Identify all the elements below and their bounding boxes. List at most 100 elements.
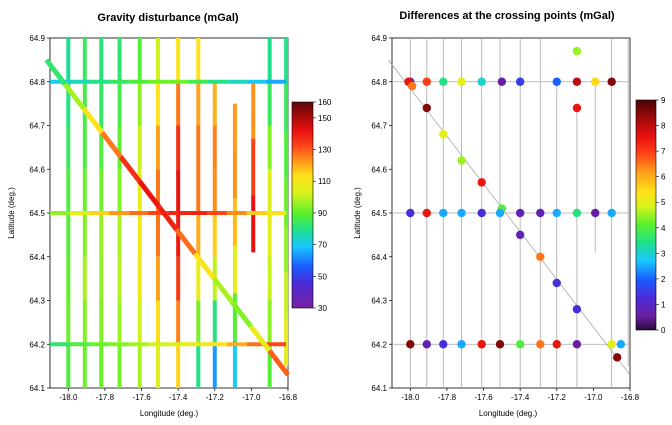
diagonal-track-segment: [248, 324, 272, 353]
colorbar-tick-label: 130: [318, 146, 332, 155]
diagonal-track-line: [388, 59, 631, 376]
colorbar-tick-label: 9: [661, 96, 666, 105]
crossing-point: [591, 208, 600, 218]
crossing-point: [439, 340, 448, 349]
crossing-point: [497, 77, 507, 86]
colorbar-tick-label: 8: [661, 122, 666, 131]
x-tick-label: -17.4: [169, 393, 188, 402]
crossing-point: [422, 103, 431, 113]
colorbar-tick-label: 6: [661, 173, 666, 182]
colorbar: [291, 101, 314, 309]
x-tick-label: -16.8: [279, 393, 298, 402]
diagonal-track-segment: [118, 155, 142, 183]
crossing-point: [591, 77, 600, 86]
y-tick-label: 64.3: [371, 297, 387, 306]
crossing-point: [477, 178, 486, 187]
diagonal-track-segment: [100, 131, 123, 159]
x-tick-labels: -18.0 -17.8 -17.6 -17.4 -17.2 -17.0 -16.8: [401, 388, 640, 402]
y-tick-label: 64.9: [29, 34, 45, 43]
y-tick-label: 64.6: [371, 165, 387, 174]
crossing-point: [422, 208, 431, 218]
colorbar-tick-label: 2: [661, 275, 666, 284]
colorbar-tick-label: 50: [318, 272, 327, 281]
colorbar-tick-label: 150: [318, 114, 332, 123]
diagonal-track-segment: [211, 276, 235, 304]
x-tick-label: -18.0: [401, 393, 420, 402]
y-tick-label: 64.7: [371, 122, 387, 131]
gravity-disturbance-panel: Gravity disturbance (mGal) -18.0 -17.8 -17…: [7, 12, 332, 418]
crossing-point: [536, 208, 545, 218]
y-tick-label: 64.7: [29, 122, 45, 131]
crossing-point: [457, 340, 466, 349]
diagonal-track-segment: [267, 349, 290, 377]
track-group: [44, 38, 290, 388]
x-tick-label: -17.4: [511, 393, 530, 402]
colorbar: [635, 99, 657, 331]
y-tick-labels: 64.1 64.2 64.3 64.4 64.5 64.6 64.7 64.8 64.9: [29, 34, 50, 393]
y-tick-label: 64.2: [29, 340, 45, 349]
y-tick-label: 64.2: [371, 340, 387, 349]
crossing-point: [407, 81, 417, 91]
crossing-point: [572, 77, 582, 86]
diagonal-track-segment: [81, 106, 105, 135]
y-tick-label: 64.1: [29, 384, 45, 393]
y-tick-label: 64.5: [371, 209, 387, 218]
x-tick-labels: -18.0 -17.8 -17.6 -17.4 -17.2 -17.0 -16.8: [59, 388, 298, 402]
crossing-point: [457, 77, 466, 86]
crossing-point: [612, 353, 622, 362]
colorbar-tick-labels: 30 50 70 90 110 130 150 160: [313, 98, 332, 313]
diagonal-track-segment: [193, 252, 216, 280]
crossing-point: [552, 208, 561, 218]
diagonal-track-segment: [155, 203, 179, 232]
x-tick-label: -17.0: [584, 393, 603, 402]
crossing-point: [607, 340, 616, 349]
crossing-point: [607, 208, 616, 218]
x-tick-label: -17.6: [132, 393, 151, 402]
y-tick-label: 64.9: [371, 34, 387, 43]
crossing-point: [457, 208, 466, 218]
diagonal-track-segment: [174, 227, 198, 256]
colorbar-tick-label: 3: [661, 249, 666, 258]
x-tick-label: -17.8: [438, 393, 457, 402]
diagonal-track-segment: [62, 82, 86, 110]
crossing-point: [457, 156, 466, 165]
y-tick-label: 64.8: [371, 78, 387, 87]
crossing-point: [439, 77, 448, 86]
x-tick-label: -17.8: [96, 393, 115, 402]
colorbar-tick-label: 160: [318, 98, 332, 107]
crossing-point: [552, 278, 561, 288]
colorbar-tick-labels: 0 1 2 3 4 5 6 7 8 9: [656, 96, 666, 335]
x-tick-label: -17.2: [206, 393, 225, 402]
crossing-point: [422, 77, 431, 86]
crossing-point: [536, 340, 545, 349]
crossing-point: [572, 340, 582, 349]
y-tick-label: 64.8: [29, 78, 45, 87]
colorbar-tick-label: 90: [318, 209, 327, 218]
crossing-point: [536, 252, 545, 261]
colorbar-tick-label: 1: [661, 300, 666, 309]
x-tick-label: -18.0: [59, 393, 78, 402]
colorbar-tick-label: 110: [318, 177, 331, 186]
crossing-point: [552, 77, 561, 86]
x-tick-label: -16.8: [621, 393, 640, 402]
x-tick-label: -17.6: [474, 393, 493, 402]
chart-title: Differences at the crossing points (mGal…: [399, 10, 614, 22]
y-tick-label: 64.1: [371, 384, 387, 393]
x-tick-label: -17.2: [548, 393, 567, 402]
diagonal-track-segment: [44, 58, 67, 86]
colorbar-tick-label: 0: [661, 326, 666, 335]
crossing-point: [439, 208, 448, 218]
diagonal-track-segment: [137, 179, 160, 207]
crossing-point: [607, 77, 616, 86]
crossing-point: [515, 340, 525, 349]
crossing-point: [572, 103, 582, 113]
crossing-point: [406, 340, 415, 349]
colorbar-tick-label: 70: [318, 241, 327, 250]
crossing-point: [515, 230, 525, 240]
crossing-point: [406, 208, 415, 218]
colorbar-tick-label: 5: [661, 198, 666, 207]
x-axis-label: Longitude (deg.): [479, 409, 538, 418]
crossing-point: [515, 208, 525, 218]
crossing-point: [495, 340, 505, 349]
